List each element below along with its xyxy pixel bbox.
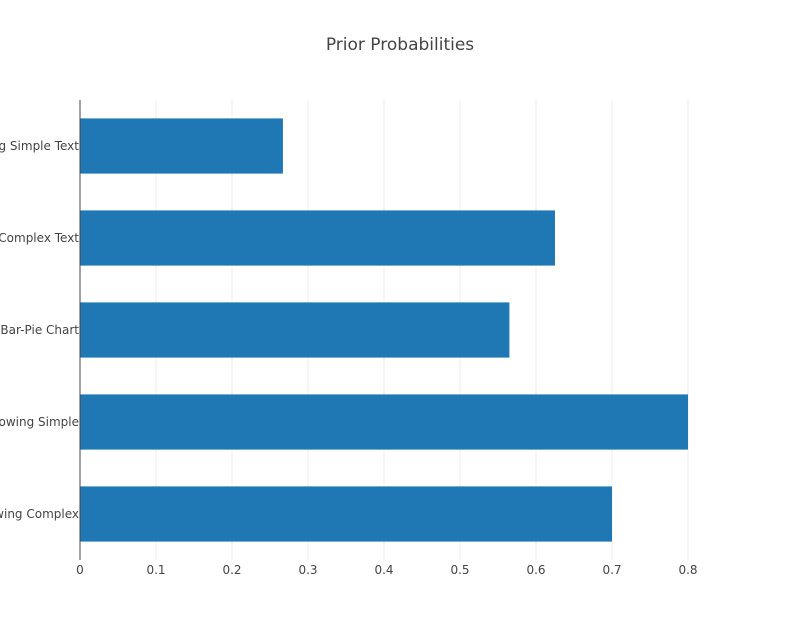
x-tick-label: 0.2 <box>222 563 241 577</box>
y-axis-categories: ng Simple Text Complex Text g Bar-Pie Cha… <box>0 139 79 521</box>
bar <box>80 302 510 358</box>
x-tick-label: 0 <box>76 563 84 577</box>
x-tick-label: 0.4 <box>374 563 393 577</box>
y-category-label: Complex Text <box>0 231 79 245</box>
x-axis-ticks: 0 0.1 0.2 0.3 0.4 0.5 0.6 0.7 0.8 <box>76 563 697 577</box>
x-tick-label: 0.7 <box>602 563 621 577</box>
bar <box>80 486 612 542</box>
x-tick-label: 0.1 <box>146 563 165 577</box>
x-tick-label: 0.3 <box>298 563 317 577</box>
chart-title: Prior Probabilities <box>326 35 474 55</box>
y-category-label: howing Simple <box>0 415 79 429</box>
bars <box>80 118 688 542</box>
y-category-label: ng Simple Text <box>0 139 79 153</box>
x-tick-label: 0.5 <box>450 563 469 577</box>
x-tick-label: 0.8 <box>678 563 697 577</box>
bar <box>80 118 283 174</box>
x-tick-label: 0.6 <box>526 563 545 577</box>
bar <box>80 394 688 450</box>
y-category-label: wing Complex <box>0 507 79 521</box>
bar <box>80 210 555 266</box>
y-category-label: g Bar-Pie Chart <box>0 323 79 337</box>
